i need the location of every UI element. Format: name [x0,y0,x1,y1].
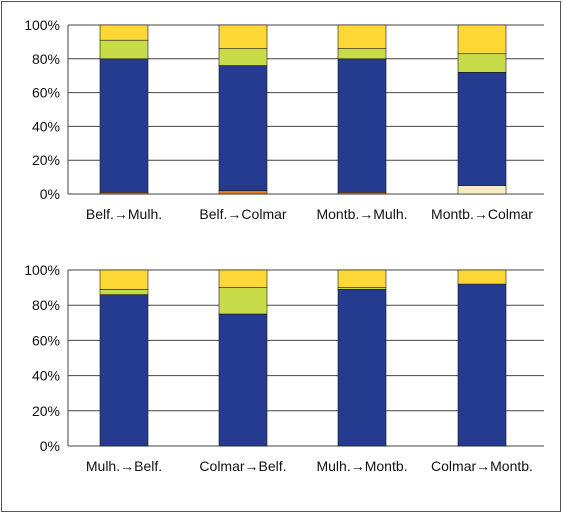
y-tick-label: 80% [32,297,60,313]
y-tick-label: 60% [32,332,60,348]
chart-panel-1: 0% 20% 40% 60% 80% 100% Belf.→Mulh. Belf.→Colma… [24,17,544,222]
bar-segment [99,294,149,447]
bar-segment [218,65,268,191]
bar-segment [218,313,268,447]
bar-segment [99,58,149,193]
x-category-label: Montb.→Colmar [431,206,533,222]
bar-segment [337,289,387,447]
bar-stack [337,269,387,447]
bar-segment [99,24,149,41]
bar-segment [337,269,387,288]
bar-segment [99,289,149,295]
bar-stack [218,24,268,195]
y-tick-label: 20% [32,403,60,419]
x-category-label: Mulh.→Montb. [316,458,407,474]
bar-segment [457,53,507,73]
bar-segment [337,24,387,49]
x-category-label: Colmar→Montb. [431,458,533,474]
bar-segment [218,48,268,66]
bar-stack [337,24,387,195]
y-tick-label: 0% [40,186,60,202]
y-tick-label: 0% [40,438,60,454]
x-category-label: Colmar→Belf. [199,458,286,474]
y-tick-label: 100% [24,262,60,278]
bar-segment [218,269,268,288]
y-tick-label: 40% [32,368,60,384]
y-tick-label: 20% [32,152,60,168]
bar-stack [99,24,149,195]
y-tick-label: 40% [32,118,60,134]
x-category-label: Montb.→Mulh. [316,206,407,222]
x-category-label: Mulh.→Belf. [86,458,162,474]
bar-stack [457,269,507,447]
bar-segment [218,190,268,195]
bar-segment [457,24,507,55]
bar-segment [457,283,507,447]
bar-segment [457,185,507,195]
bar-segment [99,39,149,60]
bar-segment [457,269,507,285]
y-tick-label: 80% [32,51,60,67]
y-tick-label: 60% [32,85,60,101]
bar-stack [457,24,507,195]
bar-segment [218,24,268,49]
bar-segment [457,72,507,186]
chart-panel-2: 0% 20% 40% 60% 80% 100% Mulh.→Belf. Colmar→Belf… [24,262,544,474]
x-category-label: Belf.→Mulh. [86,206,162,222]
y-tick-label: 100% [24,17,60,33]
bar-stack [218,269,268,447]
bar-segment [218,287,268,315]
x-category-label: Belf.→Colmar [199,206,286,222]
bar-segment [99,269,149,290]
bar-stack [99,269,149,447]
bar-segment [337,58,387,193]
bar-segment [337,48,387,60]
